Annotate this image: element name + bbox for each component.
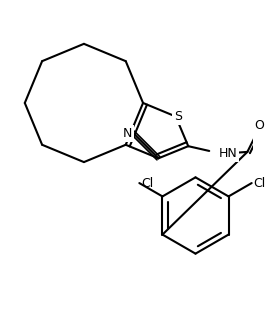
Text: Cl: Cl	[254, 176, 265, 190]
Text: N: N	[122, 127, 132, 140]
Text: O: O	[254, 119, 264, 132]
Text: S: S	[174, 110, 182, 123]
Text: HN: HN	[219, 147, 237, 160]
Text: Cl: Cl	[141, 176, 153, 190]
